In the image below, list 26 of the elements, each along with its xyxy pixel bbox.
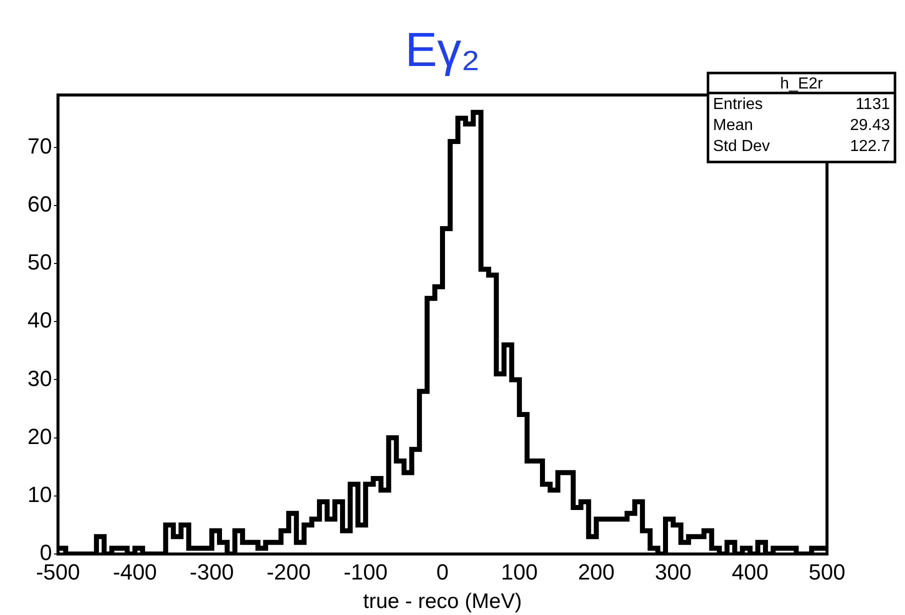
- x-tick-label: -200: [266, 559, 311, 584]
- x-tick-label: 300: [654, 559, 692, 584]
- y-tick-label: 10: [28, 482, 52, 507]
- y-tick-label: 30: [28, 366, 52, 391]
- text: 29.43: [850, 116, 890, 134]
- x-tick-label: -400: [112, 559, 157, 584]
- annotation: Mean: [713, 116, 754, 134]
- x-axis-title: true - reco (MeV): [363, 590, 522, 614]
- y-tick-label: 70: [28, 133, 52, 158]
- chart-title: Eγ₂: [405, 24, 480, 77]
- annotation: Entries: [713, 96, 763, 113]
- x-tick-label: 400: [732, 559, 768, 584]
- text: 122.7: [850, 138, 890, 155]
- text: 1131: [856, 96, 890, 113]
- y-tick-label: 20: [28, 424, 52, 449]
- x-tick-label: 200: [578, 559, 615, 584]
- y-tick-label: 40: [28, 308, 52, 333]
- x-tick-label: 500: [808, 559, 846, 584]
- y-tick-label: 60: [28, 191, 52, 216]
- x-tick-label: -100: [344, 559, 388, 584]
- x-tick-label: 0: [436, 559, 449, 584]
- y-tick-label: 50: [28, 250, 52, 275]
- annotation: Std Dev: [713, 138, 770, 155]
- x-tick-label: -300: [190, 559, 234, 584]
- x-tick-label: 100: [501, 559, 538, 584]
- text: h_E2r: [780, 75, 824, 92]
